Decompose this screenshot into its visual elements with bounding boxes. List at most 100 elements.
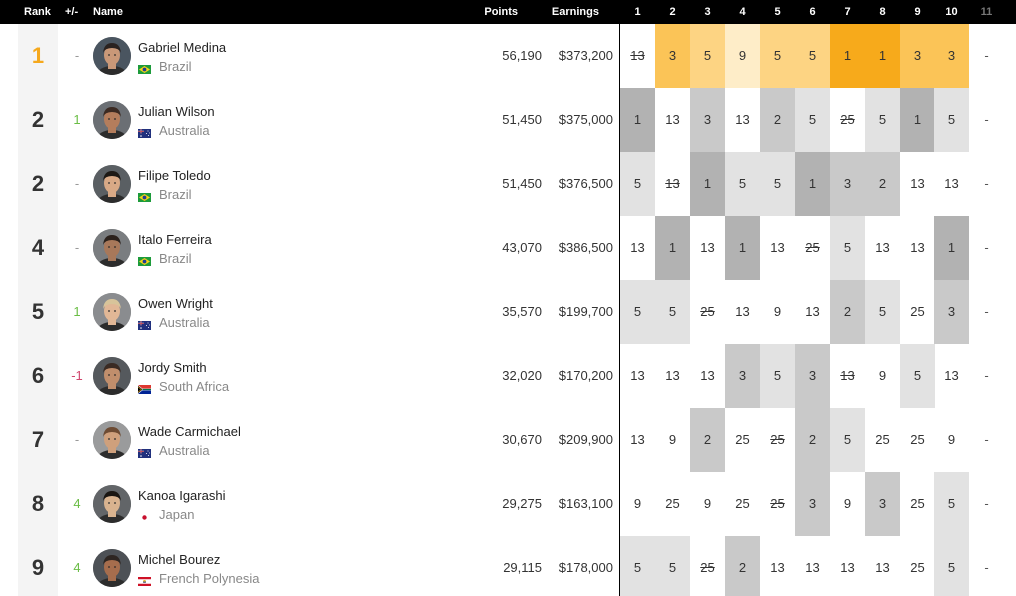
event-result[interactable]: 25 [700, 304, 715, 319]
surfer-name[interactable]: Filipe Toledo [138, 168, 211, 183]
event-result[interactable]: 3 [655, 24, 690, 88]
event-header-10[interactable]: 10 [945, 6, 958, 18]
event-result[interactable]: 25 [770, 432, 785, 447]
event-header-11[interactable]: 11 [980, 6, 993, 18]
event-result[interactable]: 3 [865, 472, 900, 536]
event-result[interactable]: 3 [830, 152, 865, 216]
event-result[interactable]: 13 [910, 176, 925, 191]
event-result[interactable]: 9 [947, 432, 956, 447]
event-result[interactable]: 25 [910, 432, 925, 447]
event-header-3[interactable]: 3 [704, 6, 711, 18]
event-result[interactable]: 5 [830, 216, 865, 280]
event-result[interactable]: 1 [795, 152, 830, 216]
event-result[interactable]: 13 [944, 176, 959, 191]
event-result[interactable]: 13 [910, 240, 925, 255]
event-result[interactable]: 13 [735, 304, 750, 319]
surfer-name[interactable]: Owen Wright [138, 296, 213, 311]
event-result[interactable]: 5 [865, 88, 900, 152]
event-result[interactable]: 25 [910, 304, 925, 319]
event-result[interactable]: 13 [630, 48, 645, 63]
event-result[interactable]: 5 [760, 24, 795, 88]
event-header-1[interactable]: 1 [634, 6, 641, 18]
event-result[interactable]: 13 [735, 112, 750, 127]
event-result[interactable]: 2 [760, 88, 795, 152]
event-result[interactable]: 3 [795, 472, 830, 536]
event-result[interactable]: 1 [830, 24, 865, 88]
event-result[interactable]: 5 [795, 88, 830, 152]
table-row[interactable]: 6 -1 Jordy Smith South Africa 32,020 $170,200… [0, 344, 1016, 408]
event-result[interactable]: 9 [703, 496, 712, 511]
event-header-7[interactable]: 7 [844, 6, 851, 18]
event-result[interactable]: 2 [865, 152, 900, 216]
event-result[interactable]: 9 [668, 432, 677, 447]
event-result[interactable]: 2 [725, 536, 760, 596]
event-result[interactable]: 5 [934, 88, 969, 152]
event-result[interactable]: 13 [875, 240, 890, 255]
event-result[interactable]: 1 [725, 216, 760, 280]
event-result[interactable]: 5 [934, 472, 969, 536]
surfer-name[interactable]: Kanoa Igarashi [138, 488, 226, 503]
event-result[interactable]: 3 [934, 24, 969, 88]
event-result[interactable]: 25 [665, 496, 680, 511]
event-result[interactable]: 25 [735, 432, 750, 447]
event-header-6[interactable]: 6 [809, 6, 816, 18]
event-result[interactable]: 5 [760, 152, 795, 216]
event-result[interactable]: 25 [735, 496, 750, 511]
event-result[interactable]: 13 [770, 560, 785, 575]
event-result[interactable]: 9 [878, 368, 887, 383]
event-result[interactable]: 13 [665, 176, 680, 191]
surfer-name[interactable]: Jordy Smith [138, 360, 207, 375]
event-result[interactable]: 13 [700, 368, 715, 383]
avatar[interactable] [93, 101, 131, 139]
name-header[interactable]: Name [93, 6, 123, 18]
event-result[interactable]: 5 [725, 152, 760, 216]
event-result[interactable]: 25 [910, 560, 925, 575]
event-result[interactable]: 5 [830, 408, 865, 472]
event-result[interactable]: 1 [900, 88, 935, 152]
surfer-name[interactable]: Wade Carmichael [138, 424, 241, 439]
event-result[interactable]: 25 [840, 112, 855, 127]
avatar[interactable] [93, 229, 131, 267]
event-result[interactable]: 1 [865, 24, 900, 88]
event-result[interactable]: 25 [910, 496, 925, 511]
table-row[interactable]: 7 - Wade Carmichael Australia 30,670 $209,900… [0, 408, 1016, 472]
event-result[interactable]: 5 [795, 24, 830, 88]
surfer-name[interactable]: Italo Ferreira [138, 232, 212, 247]
avatar[interactable] [93, 485, 131, 523]
event-result[interactable]: 13 [805, 304, 820, 319]
event-result[interactable]: 5 [900, 344, 935, 408]
event-result[interactable]: 13 [805, 560, 820, 575]
table-row[interactable]: 9 4 Michel Bourez French Polynesia 29,115 $17… [0, 536, 1016, 596]
event-result[interactable]: 5 [690, 24, 725, 88]
avatar[interactable] [93, 165, 131, 203]
event-result[interactable]: 5 [620, 536, 655, 596]
event-result[interactable]: 5 [934, 536, 969, 596]
event-result[interactable]: 2 [830, 280, 865, 344]
change-header[interactable]: +/- [65, 6, 79, 18]
surfer-name[interactable]: Gabriel Medina [138, 40, 227, 55]
event-header-8[interactable]: 8 [879, 6, 886, 18]
avatar[interactable] [93, 549, 131, 587]
event-result[interactable]: 5 [655, 280, 690, 344]
event-result[interactable]: 13 [875, 560, 890, 575]
event-result[interactable]: 25 [700, 560, 715, 575]
avatar[interactable] [93, 421, 131, 459]
table-row[interactable]: 4- Italo Ferreira Brazil 43,070 $386,500 13 1 1… [0, 216, 1016, 280]
event-result[interactable]: 13 [665, 112, 680, 127]
event-result[interactable]: 9 [843, 496, 852, 511]
event-result[interactable]: 9 [773, 304, 782, 319]
event-header-5[interactable]: 5 [774, 6, 781, 18]
event-result[interactable]: 5 [655, 536, 690, 596]
event-result[interactable]: 5 [760, 344, 795, 408]
event-result[interactable]: 2 [690, 408, 725, 472]
event-result[interactable]: 13 [630, 240, 645, 255]
event-header-2[interactable]: 2 [669, 6, 676, 18]
surfer-name[interactable]: Michel Bourez [138, 552, 221, 567]
event-result[interactable]: 25 [805, 240, 820, 255]
event-result[interactable]: 13 [665, 368, 680, 383]
rank-header[interactable]: Rank [24, 6, 51, 18]
event-result[interactable]: 3 [900, 24, 935, 88]
avatar[interactable] [93, 37, 131, 75]
event-result[interactable]: 3 [795, 344, 830, 408]
event-header-9[interactable]: 9 [914, 6, 921, 18]
